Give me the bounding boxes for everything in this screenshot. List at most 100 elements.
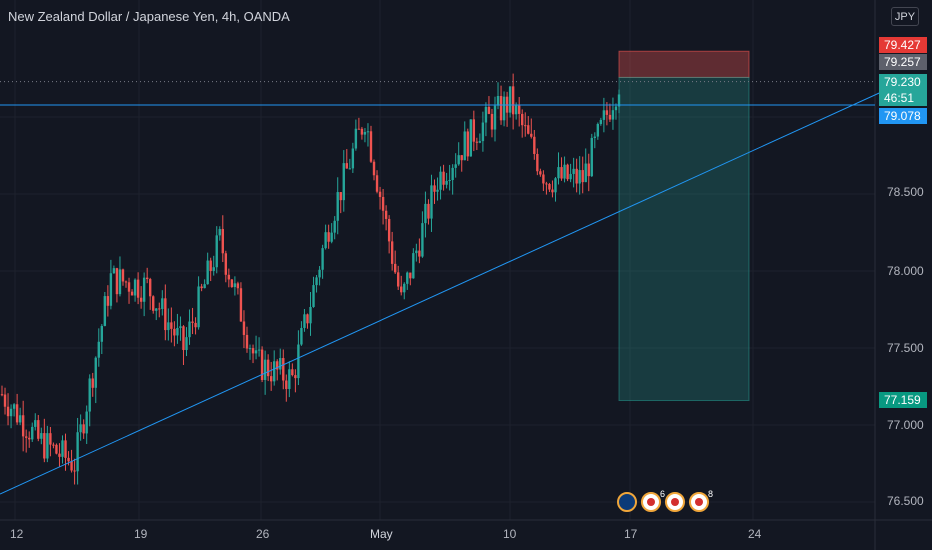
candle-body [218,229,221,236]
candle-body [127,282,131,292]
candle-body [279,358,282,370]
candle-body [164,298,167,331]
candle-body [182,326,185,351]
candle-body [554,178,557,193]
candle-body [375,175,379,192]
candle-body [521,113,524,126]
candle-body [197,286,200,328]
jp-flag-icon[interactable]: 8 [689,489,713,512]
price-tick: 76.500 [887,494,924,508]
candle-body [551,189,554,193]
candle-body [21,415,25,437]
entry-label: 79.257 [879,54,927,70]
candle-body [327,232,330,242]
candle-body [590,137,593,177]
candle-body [342,163,345,201]
chart-drawings [0,50,889,495]
candle-body [273,361,276,382]
candle-body [97,341,100,358]
candle-body [584,163,587,183]
candle-body [363,132,367,135]
candle-body [445,180,448,185]
candle-body [155,308,158,311]
candle-body [79,424,82,433]
candle-body [227,274,231,280]
candle-body [118,269,122,295]
candle-body [557,167,560,179]
candle-body [508,86,512,113]
price-tick: 77.500 [887,341,924,355]
candle-body [430,185,433,219]
candle-body [381,196,385,211]
candle-body [336,192,339,221]
candle-body [300,327,303,345]
economic-events[interactable]: 6 8 [617,489,721,516]
candle-body [31,426,34,440]
candle-body [260,349,264,380]
candle-body [539,171,542,175]
candle-body [152,296,155,311]
candle-body [58,453,61,457]
candle-body [321,248,324,270]
candle-body [412,253,415,279]
jp-flag-icon[interactable] [665,492,685,512]
candle-body [206,260,209,285]
candle-body [369,131,373,162]
candle-body [145,277,149,280]
candle-body [418,250,421,257]
candle-body [130,291,134,296]
candle-body [288,369,291,389]
candle-body [517,105,521,114]
currency-button[interactable]: JPY [891,7,919,26]
candle-body [40,433,43,439]
candle-body [393,263,397,273]
candle-body [61,440,64,457]
candle-body [230,279,234,288]
candle-body [191,321,194,323]
candle-body [372,161,376,176]
candle-body [224,253,228,275]
candle-body [100,325,104,342]
take-profit-zone [618,76,750,402]
candle-body [263,359,267,380]
candle-body [457,155,460,165]
candle-body [611,110,615,120]
candle-body [439,171,442,190]
candle-body [251,348,255,354]
candle-body [599,119,603,124]
candle-body [64,440,67,458]
candle-body [215,235,218,268]
candle-body [484,106,488,123]
symbol-title[interactable]: New Zealand Dollar / Japanese Yen, 4h, O… [8,9,290,24]
countdown-label: 46:51 [879,90,927,106]
stop-loss-zone [618,50,750,78]
candle-body [291,369,294,376]
candle-body [614,106,618,111]
candle-body [575,168,578,184]
candle-body [442,171,445,185]
candle-body [451,167,454,181]
candle-body [221,229,224,254]
event-count-badge: 8 [707,489,713,499]
jp-flag-icon[interactable]: 6 [641,489,665,512]
candle-body [254,350,258,354]
candle-body [502,96,506,121]
candle-body [124,281,128,283]
price-tick: 77.000 [887,418,924,432]
candle-body [493,105,497,130]
candle-body [387,218,391,242]
candle-body [448,180,451,182]
candle-body [324,232,327,249]
candle-body [248,348,252,350]
candle-body [454,164,457,168]
candle-body [6,406,10,417]
candle-body [170,322,173,329]
candle-body [608,114,612,120]
candle-body [496,96,500,106]
nz-flag-icon[interactable] [617,492,637,512]
candle-body [245,334,249,349]
candle-body [297,344,300,379]
candle-body [357,128,361,130]
candle-body [194,322,197,328]
